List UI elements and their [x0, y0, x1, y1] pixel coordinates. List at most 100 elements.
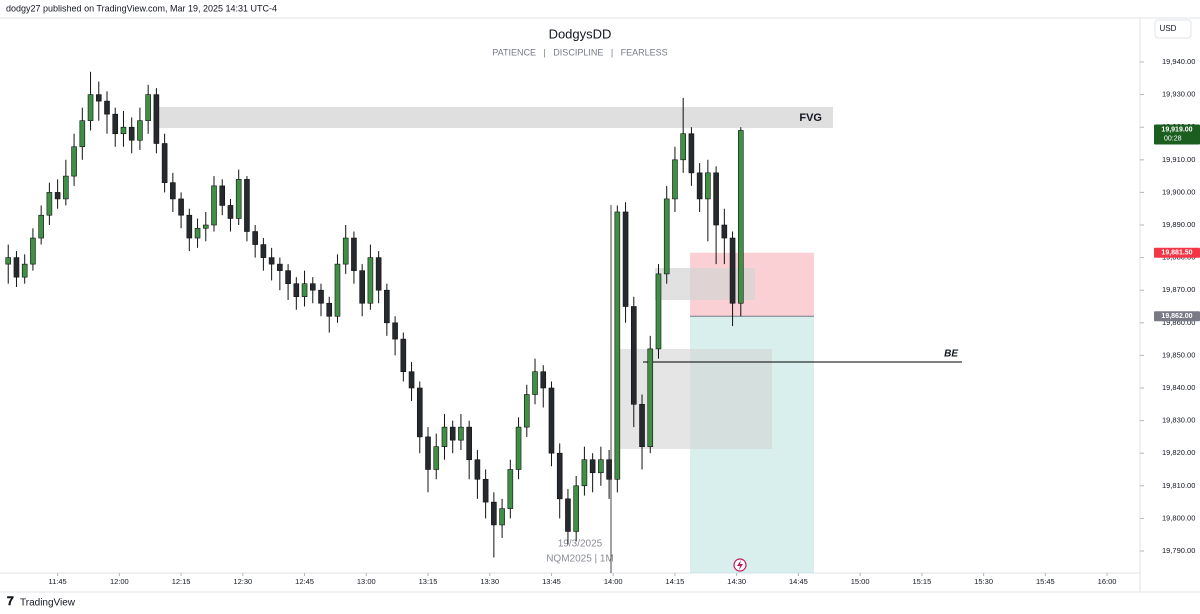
- chart-subtitle: PATIENCE | DISCIPLINE | FEARLESS: [492, 47, 667, 57]
- candle-body: [260, 244, 267, 258]
- x-tick-label: 13:30: [480, 577, 499, 586]
- candle-body: [375, 257, 382, 291]
- candle-body: [219, 185, 226, 206]
- candle-body: [573, 485, 579, 532]
- y-tick-label: 19,900.00: [1162, 187, 1195, 196]
- x-tick-label: 14:30: [727, 577, 746, 586]
- candle-body: [21, 263, 28, 278]
- price-label-box: [1154, 311, 1200, 322]
- candle-body: [30, 237, 36, 265]
- candle-body: [672, 159, 678, 200]
- candle-body: [211, 185, 217, 226]
- candle-body: [565, 498, 571, 532]
- be-label: BE: [944, 349, 958, 360]
- candle-body: [145, 94, 151, 121]
- currency[interactable]: USD: [1160, 24, 1177, 33]
- candle-body: [540, 371, 547, 389]
- x-tick-label: 15:30: [974, 577, 993, 586]
- price-label: 19,919.00: [1161, 126, 1192, 133]
- candle-body: [71, 146, 77, 177]
- candle-body: [46, 192, 53, 216]
- candle-body: [128, 126, 135, 141]
- candle-body: [622, 211, 629, 307]
- candle-body: [268, 257, 275, 265]
- candle-body: [598, 459, 604, 474]
- x-tick-label: 15:00: [851, 577, 870, 586]
- x-tick-label: 12:15: [172, 577, 191, 586]
- candle-body: [244, 179, 250, 232]
- candle-body: [235, 179, 242, 219]
- y-tick-label: 19,890.00: [1162, 220, 1195, 229]
- x-tick-label: 12:00: [110, 577, 129, 586]
- x-tick-label: 13:15: [419, 577, 438, 586]
- candle-body: [186, 214, 193, 239]
- candle-body: [491, 501, 497, 526]
- candle-body: [137, 120, 143, 141]
- price-label: 19,862.00: [1161, 313, 1192, 320]
- candle-body: [367, 257, 374, 304]
- candle-body: [63, 175, 69, 200]
- candle-body: [170, 182, 176, 200]
- x-tick-label: 14:15: [666, 577, 685, 586]
- brand-logo: 𝟕: [7, 594, 14, 608]
- candle-body: [425, 436, 431, 470]
- watermark-symbol: NQM2025 | 1M: [546, 554, 614, 565]
- candle-body: [95, 94, 102, 102]
- candle-body: [252, 231, 258, 245]
- candle-body: [606, 459, 612, 480]
- price-label-box: [1154, 247, 1200, 258]
- x-tick-label: 14:45: [789, 577, 808, 586]
- candle-body: [112, 113, 119, 135]
- watermark-date: 19/3/2025: [558, 539, 603, 550]
- y-tick-label: 19,820.00: [1162, 448, 1195, 457]
- x-tick-label: 13:45: [542, 577, 561, 586]
- gray-zone: [615, 349, 772, 449]
- candle-body: [318, 289, 324, 304]
- candle-body: [639, 403, 645, 447]
- currency-box[interactable]: [1154, 19, 1192, 39]
- candle-body: [433, 446, 440, 470]
- alert-icon-bolt: [737, 560, 743, 570]
- y-tick-label: 19,800.00: [1162, 513, 1195, 522]
- candle-body: [655, 273, 662, 350]
- candle-body: [87, 94, 94, 121]
- candle-body: [359, 270, 365, 304]
- y-tick-label: 19,840.00: [1162, 383, 1195, 392]
- x-tick-label: 14:00: [604, 577, 623, 586]
- candle-body: [178, 198, 184, 216]
- candle-body: [647, 348, 654, 447]
- candle-body: [737, 130, 744, 304]
- candle-body: [5, 257, 12, 265]
- y-tick-label: 19,790.00: [1162, 546, 1195, 555]
- candle-body: [449, 426, 456, 441]
- x-tick-label: 15:15: [912, 577, 931, 586]
- candle-body: [515, 426, 522, 470]
- candle-body: [696, 172, 703, 200]
- candle-body: [482, 478, 489, 503]
- candle-body: [441, 426, 448, 447]
- candle-body: [293, 283, 300, 298]
- candle-body: [630, 306, 637, 405]
- x-tick-label: 15:45: [1036, 577, 1055, 586]
- drawings: FVG BE: [158, 107, 962, 573]
- candle-body: [400, 338, 407, 373]
- candle-body: [721, 224, 728, 239]
- candle-body: [408, 371, 415, 389]
- candle-body: [466, 426, 472, 461]
- x-tick-label: 12:30: [233, 577, 252, 586]
- candle-body: [13, 257, 20, 278]
- candle-body: [680, 133, 686, 161]
- publisher: dodgy27 published on TradingView.com, Ma…: [6, 3, 277, 13]
- y-tick-label: 19,870.00: [1162, 285, 1195, 294]
- x-tick-label: 12:45: [295, 577, 314, 586]
- candle-body: [458, 426, 464, 441]
- candle-body: [153, 94, 160, 144]
- candle-body: [392, 322, 398, 340]
- x-tick-label: 16:00: [1098, 577, 1117, 586]
- fvg-label: FVG: [799, 112, 822, 124]
- candle-body: [581, 459, 588, 487]
- candle-body: [548, 387, 555, 454]
- y-tick-label: 19,850.00: [1162, 350, 1195, 359]
- candle-body: [194, 227, 201, 239]
